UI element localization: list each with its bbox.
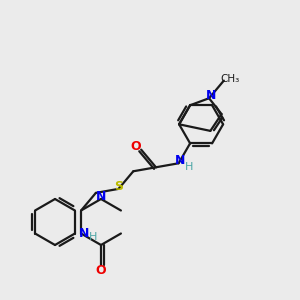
Text: N: N bbox=[79, 227, 89, 240]
Text: S: S bbox=[114, 180, 123, 194]
Text: O: O bbox=[96, 264, 106, 277]
Text: CH₃: CH₃ bbox=[220, 74, 239, 84]
Text: O: O bbox=[131, 140, 142, 153]
Text: H: H bbox=[89, 232, 97, 242]
Text: N: N bbox=[96, 190, 106, 202]
Text: N: N bbox=[206, 89, 216, 102]
Text: H: H bbox=[184, 162, 193, 172]
Text: N: N bbox=[174, 154, 185, 167]
